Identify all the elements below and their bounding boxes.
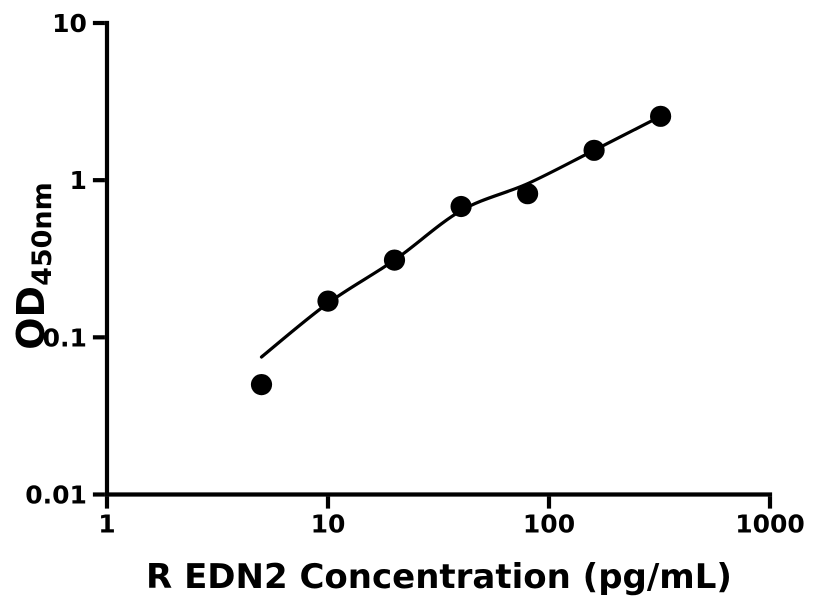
y-axis-title: OD450nm: [9, 182, 58, 350]
x-axis-title: R EDN2 Concentration (pg/mL): [146, 557, 732, 597]
data-point-marker: [250, 374, 273, 396]
y-axis-title-od: OD: [9, 285, 53, 350]
x-tick-label: 10: [311, 510, 346, 539]
x-tick-label: 1000: [735, 510, 805, 539]
x-tick-label: 1: [98, 510, 115, 539]
y-tick-label: 0.01: [25, 481, 87, 510]
y-tick-label: 0.1: [43, 323, 87, 352]
data-point-marker: [383, 249, 406, 271]
x-tick-label: 100: [523, 510, 575, 539]
data-point-marker: [650, 105, 672, 127]
data-point-marker: [517, 183, 539, 205]
y-tick-label: 10: [52, 9, 87, 38]
y-axis-title-wavelength-subscript: 450nm: [27, 182, 58, 286]
data-point-marker: [317, 290, 339, 312]
data-point-marker: [583, 139, 605, 161]
data-point-marker: [450, 195, 472, 218]
y-tick-label: 1: [69, 166, 86, 195]
